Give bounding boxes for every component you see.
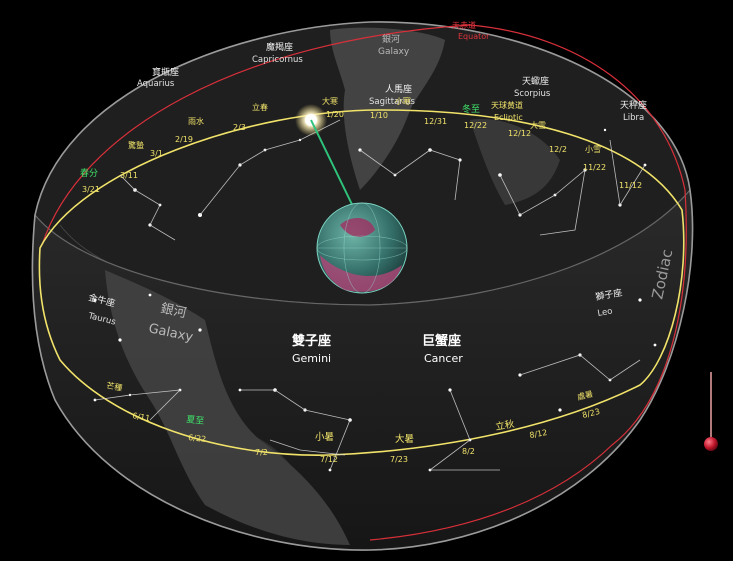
mark-term: 立秋	[494, 418, 515, 433]
label-galaxy-front-zh: 銀河	[159, 301, 188, 321]
label-aquarius-en: Aquarius	[137, 79, 175, 89]
label-galaxy-top-en: Galaxy	[378, 47, 410, 57]
mark-term: 處暑	[576, 388, 594, 402]
mark-term: 春分	[80, 167, 98, 179]
mark-date: 11/22	[583, 163, 606, 172]
mark-term: 驚蟄	[128, 140, 144, 150]
mark-date: 8/2	[462, 447, 475, 456]
mark-term: 夏至	[186, 414, 205, 427]
mark-term: 芒種	[106, 380, 123, 393]
mark-date: 2/19	[175, 135, 193, 144]
mark-date: 11/12	[619, 181, 642, 190]
mark-date: 12/2	[549, 145, 567, 154]
label-ecliptic-zh: 天球黄道	[491, 100, 523, 110]
mark-date: 7/2	[255, 448, 268, 457]
label-galaxy-top-zh: 銀河	[382, 33, 400, 45]
mark-date: 12/31	[424, 117, 447, 126]
celestial-equator-line	[41, 24, 687, 541]
mark-term: 冬至	[462, 103, 480, 115]
mark-term: 小雪	[585, 145, 601, 154]
mark-term: 大雪	[530, 120, 546, 130]
galaxy-front-cloud	[105, 270, 350, 545]
label-sagittarius-en: Sagittarius	[369, 97, 415, 107]
mark-date: 3/11	[120, 171, 138, 180]
label-capricornus-en: Capricornus	[252, 55, 303, 65]
front-ecliptic-marks: 6/11 芒種 6/22 夏至 7/2 7/12 小暑 7/23 大暑 8/2 …	[106, 380, 601, 464]
marker-ball	[704, 437, 718, 451]
mark-date: 7/12	[320, 455, 338, 464]
mark-term: 小暑	[315, 432, 334, 443]
mark-date: 8/23	[581, 407, 601, 420]
ecliptic-line	[38, 109, 685, 456]
label-gemini-zh: 雙子座	[292, 333, 331, 349]
mark-date: 1/10	[370, 111, 388, 120]
mark-term: 立春	[252, 102, 268, 112]
label-ecliptic-en: Ecliptic	[494, 113, 523, 122]
label-aquarius-zh: 寶瓶座	[152, 66, 179, 78]
earth-globe	[316, 202, 408, 294]
mark-date: 7/23	[390, 455, 408, 464]
mark-date: 1/20	[326, 110, 344, 119]
top-ecliptic-marks: 3/11 驚蟄 2/19 雨水 2/3 立春 1/20 大寒 1/10 12/3…	[120, 96, 642, 190]
mark-term: 雨水	[188, 116, 204, 126]
label-scorpius-en: Scorpius	[514, 89, 551, 99]
mark-term: 小寒	[395, 96, 411, 106]
label-equator-zh: 天赤道	[452, 20, 476, 30]
label-cancer-en: Cancer	[424, 352, 463, 365]
label-leo-en: Leo	[597, 306, 614, 318]
label-cancer-zh: 巨蟹座	[422, 333, 461, 349]
label-libra-en: Libra	[623, 113, 644, 123]
mark-date: 2/3	[233, 123, 246, 132]
label-sagittarius-zh: 人馬座	[385, 83, 412, 95]
label-gemini-en: Gemini	[292, 352, 331, 365]
label-equator-en: Equator	[458, 32, 490, 41]
mark-date: 12/12	[508, 129, 531, 138]
ring-outer-rim	[31, 21, 694, 551]
mark-date: 6/22	[188, 433, 207, 444]
label-libra-zh: 天秤座	[620, 99, 647, 111]
mark-term: 大寒	[322, 96, 338, 106]
mark-date: 3/1	[150, 149, 163, 158]
mark-date: 6/11	[132, 411, 151, 423]
left-ecliptic-marks: 3/21 春分 3/1	[80, 149, 163, 194]
mark-term: 大暑	[395, 433, 414, 445]
label-capricornus-zh: 魔羯座	[266, 41, 293, 53]
label-scorpius-zh: 天蠍座	[522, 75, 549, 87]
mark-date: 8/12	[529, 428, 548, 440]
mark-date: 12/22	[464, 121, 487, 130]
mark-date: 3/21	[82, 185, 100, 194]
